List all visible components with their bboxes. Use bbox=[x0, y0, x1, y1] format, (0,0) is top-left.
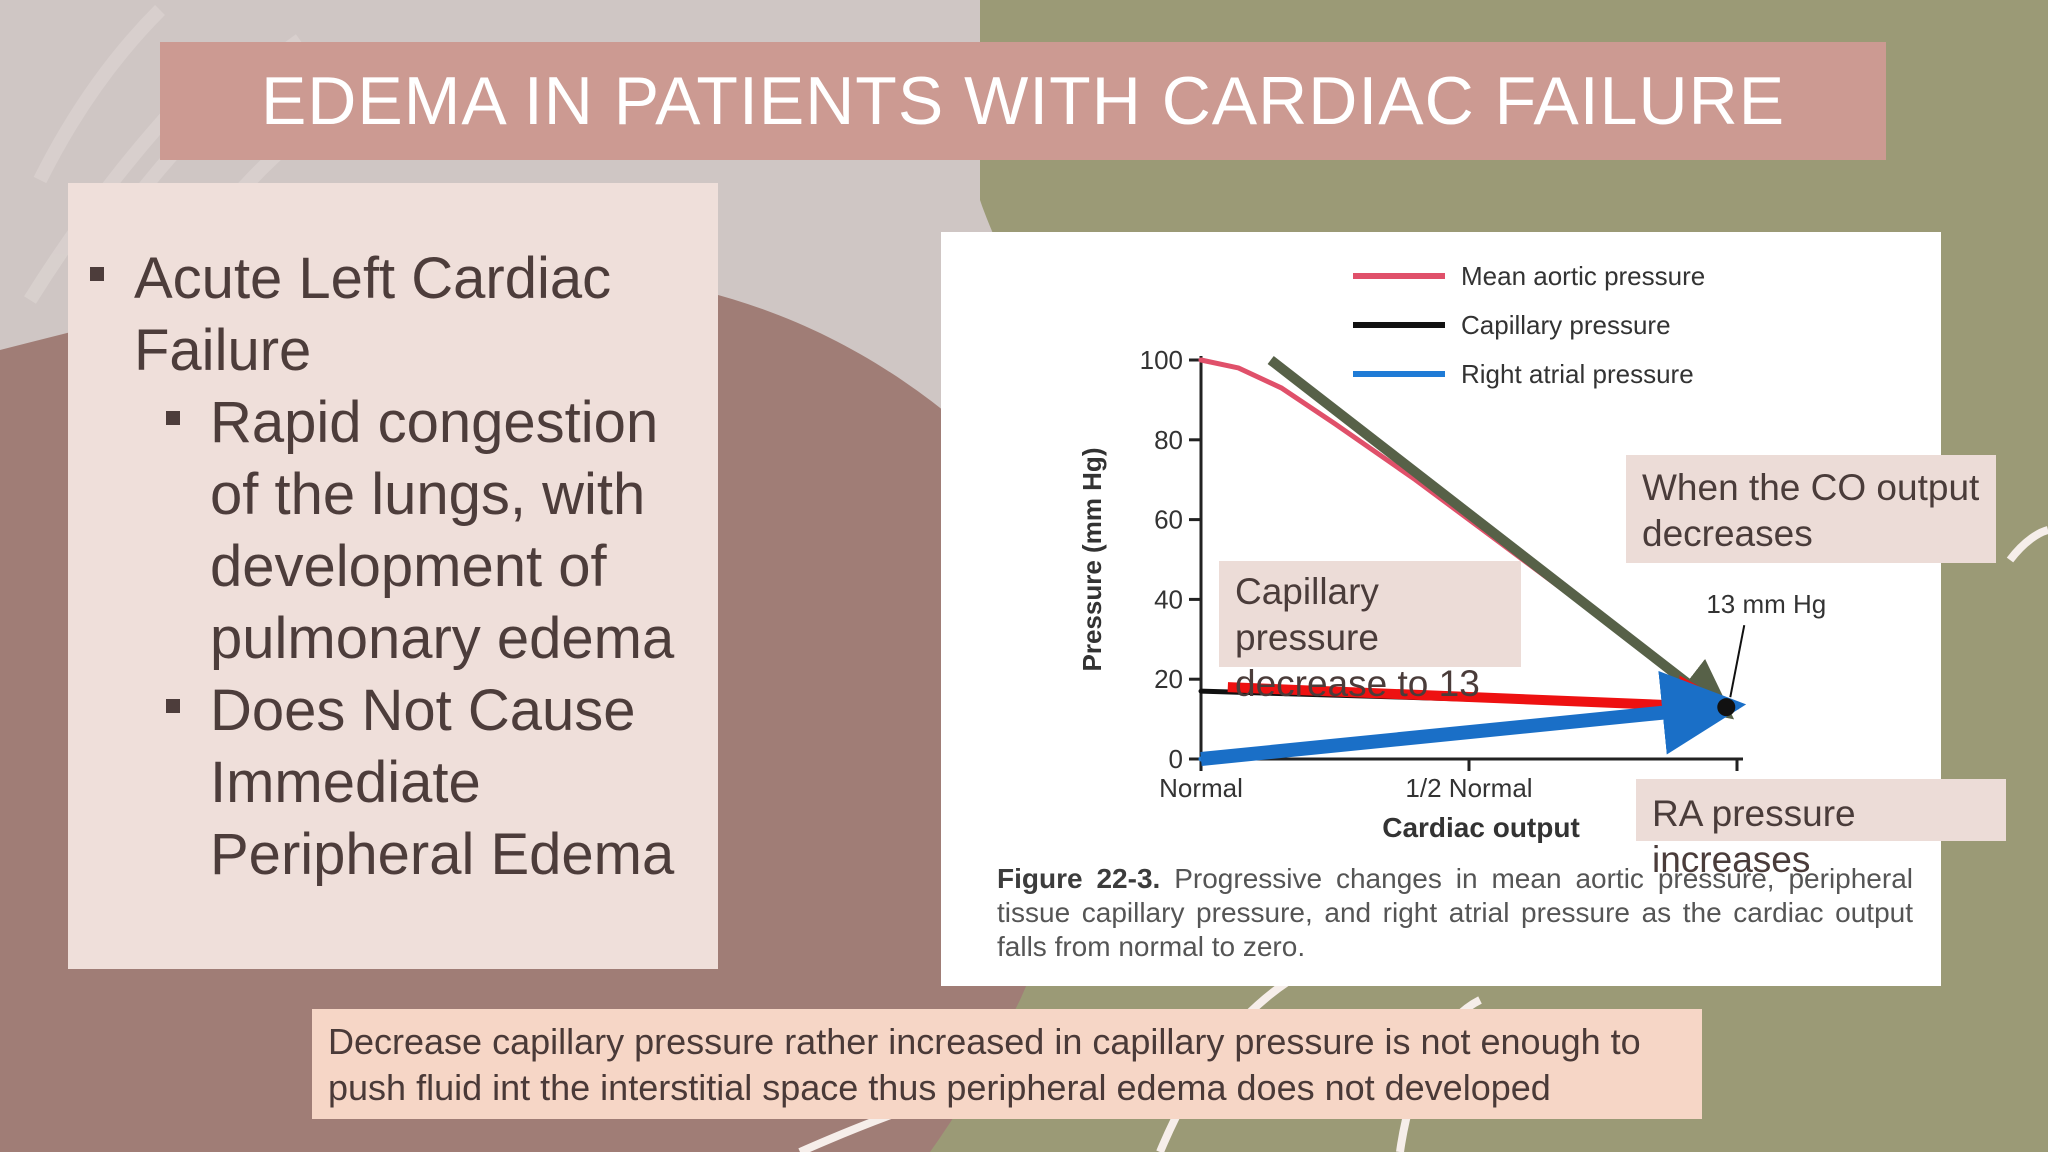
bullet-level1: Acute Left Cardiac Failure bbox=[90, 243, 690, 387]
overlay-arrow bbox=[1227, 675, 1739, 736]
slide-title: EDEMA IN PATIENTS WITH CARDIAC FAILURE bbox=[260, 63, 1786, 139]
figure-caption: Figure 22-3. Progressive changes in mean… bbox=[997, 862, 1913, 964]
overlay-arrow bbox=[1267, 356, 1735, 720]
x-axis-label: Cardiac output bbox=[1382, 812, 1580, 843]
y-tick-label: 60 bbox=[1154, 505, 1183, 535]
y-tick-label: 100 bbox=[1140, 345, 1183, 375]
bullet-level2: Rapid congestion of the lungs, with deve… bbox=[166, 387, 706, 675]
bullet-level2: Does Not Cause Immediate Peripheral Edem… bbox=[166, 675, 706, 891]
pressure-chart: Mean aortic pressure Capillary pressure Ri… bbox=[1077, 261, 1826, 843]
legend-label: Mean aortic pressure bbox=[1461, 261, 1705, 291]
square-bullet-icon bbox=[166, 699, 180, 713]
caption-lead: Figure 22-3. bbox=[997, 863, 1161, 894]
overlay-arrows bbox=[1200, 356, 1747, 766]
legend-label: Capillary pressure bbox=[1461, 310, 1671, 340]
caption-body: Progressive changes in mean aortic press… bbox=[997, 863, 1913, 962]
bullet-text: Does Not Cause Immediate Peripheral Edem… bbox=[210, 678, 675, 887]
x-tick-label: 1/2 Normal bbox=[1405, 773, 1532, 803]
square-bullet-icon bbox=[166, 411, 180, 425]
bullet-text: Acute Left Cardiac Failure bbox=[134, 246, 612, 383]
overlay-arrow bbox=[1200, 670, 1747, 766]
y-tick-label: 40 bbox=[1154, 584, 1183, 614]
bullet-panel: Acute Left Cardiac Failure Rapid congest… bbox=[68, 183, 718, 969]
callout-ra-increase: RA pressure increases bbox=[1636, 779, 2006, 880]
chart-labels: 0 20 40 60 80 100 Normal 1/2 Normal Cardiac outp… bbox=[1077, 345, 1826, 843]
chart-legend: Mean aortic pressure Capillary pressure Ri… bbox=[1353, 261, 1705, 389]
y-tick-label: 80 bbox=[1154, 425, 1183, 455]
title-bar: EDEMA IN PATIENTS WITH CARDIAC FAILURE bbox=[160, 42, 1886, 160]
annotation-leader bbox=[1729, 624, 1746, 698]
bullet-text: Rapid congestion of the lungs, with deve… bbox=[210, 390, 675, 671]
y-tick-label: 20 bbox=[1154, 664, 1183, 694]
point-annotation: 13 mm Hg bbox=[1706, 589, 1826, 619]
endpoint-dot bbox=[1717, 698, 1736, 717]
summary-note: Decrease capillary pressure rather incre… bbox=[312, 1009, 1702, 1119]
x-tick-label: Normal bbox=[1159, 773, 1243, 803]
legend-label: Right atrial pressure bbox=[1461, 359, 1694, 389]
square-bullet-icon bbox=[90, 267, 104, 281]
y-tick-label: 0 bbox=[1169, 744, 1183, 774]
callout-co-decrease: When the CO output decreases bbox=[1626, 455, 1996, 563]
y-axis-label: Pressure (mm Hg) bbox=[1077, 448, 1107, 672]
callout-capillary: Capillary pressure decrease to 13 bbox=[1219, 561, 1521, 704]
